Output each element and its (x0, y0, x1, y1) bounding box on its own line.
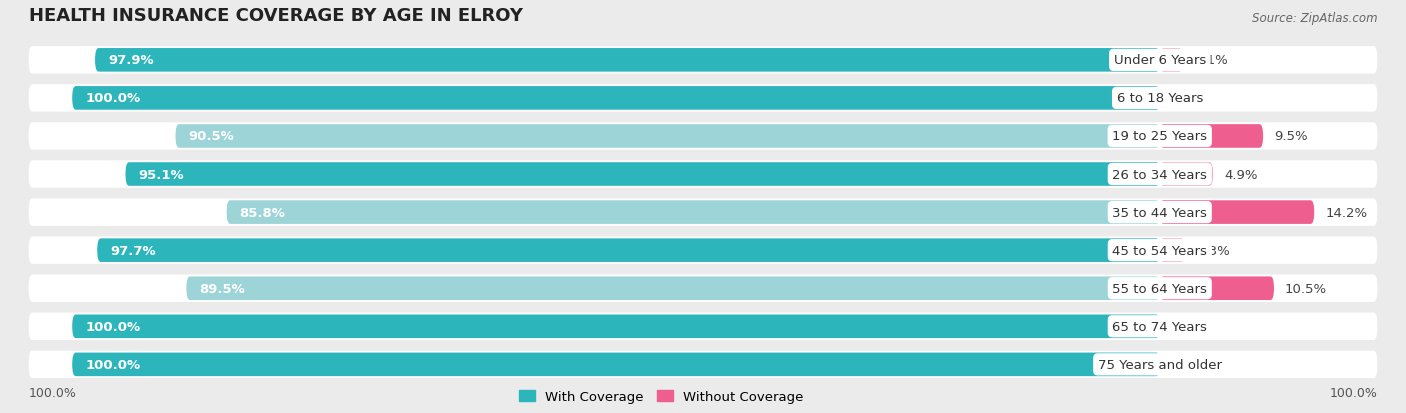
FancyBboxPatch shape (28, 47, 1378, 74)
FancyBboxPatch shape (72, 353, 1160, 376)
Text: Source: ZipAtlas.com: Source: ZipAtlas.com (1251, 12, 1378, 25)
FancyBboxPatch shape (28, 199, 1378, 226)
Text: Under 6 Years: Under 6 Years (1114, 54, 1206, 67)
Text: 45 to 54 Years: 45 to 54 Years (1112, 244, 1208, 257)
FancyBboxPatch shape (125, 163, 1160, 186)
FancyBboxPatch shape (28, 351, 1378, 378)
FancyBboxPatch shape (187, 277, 1160, 300)
Text: 97.7%: 97.7% (110, 244, 156, 257)
Text: 2.1%: 2.1% (1194, 54, 1227, 67)
Text: 26 to 34 Years: 26 to 34 Years (1112, 168, 1208, 181)
FancyBboxPatch shape (28, 123, 1378, 150)
FancyBboxPatch shape (176, 125, 1160, 148)
FancyBboxPatch shape (72, 87, 1160, 110)
Text: 19 to 25 Years: 19 to 25 Years (1112, 130, 1208, 143)
Text: 4.9%: 4.9% (1225, 168, 1257, 181)
FancyBboxPatch shape (72, 315, 1160, 338)
Text: 6 to 18 Years: 6 to 18 Years (1116, 92, 1204, 105)
Text: 55 to 64 Years: 55 to 64 Years (1112, 282, 1208, 295)
Text: 85.8%: 85.8% (239, 206, 285, 219)
Text: 10.5%: 10.5% (1285, 282, 1327, 295)
Text: 9.5%: 9.5% (1274, 130, 1308, 143)
Text: 100.0%: 100.0% (86, 358, 141, 371)
FancyBboxPatch shape (28, 85, 1378, 112)
Text: 65 to 74 Years: 65 to 74 Years (1112, 320, 1208, 333)
FancyBboxPatch shape (1160, 201, 1315, 224)
Legend: With Coverage, Without Coverage: With Coverage, Without Coverage (513, 385, 808, 409)
Text: 100.0%: 100.0% (86, 320, 141, 333)
FancyBboxPatch shape (226, 201, 1160, 224)
Text: 75 Years and older: 75 Years and older (1098, 358, 1222, 371)
Text: HEALTH INSURANCE COVERAGE BY AGE IN ELROY: HEALTH INSURANCE COVERAGE BY AGE IN ELRO… (28, 7, 523, 25)
Text: 90.5%: 90.5% (188, 130, 235, 143)
Text: 14.2%: 14.2% (1324, 206, 1367, 219)
Text: 97.9%: 97.9% (108, 54, 153, 67)
FancyBboxPatch shape (1160, 49, 1182, 72)
FancyBboxPatch shape (1160, 125, 1263, 148)
FancyBboxPatch shape (1160, 163, 1213, 186)
Text: 0.0%: 0.0% (1171, 320, 1204, 333)
Text: 35 to 44 Years: 35 to 44 Years (1112, 206, 1208, 219)
Text: 0.0%: 0.0% (1171, 92, 1204, 105)
FancyBboxPatch shape (1160, 277, 1274, 300)
Text: 100.0%: 100.0% (28, 387, 76, 399)
FancyBboxPatch shape (1160, 239, 1185, 262)
Text: 95.1%: 95.1% (139, 168, 184, 181)
FancyBboxPatch shape (28, 237, 1378, 264)
Text: 0.0%: 0.0% (1171, 358, 1204, 371)
Text: 100.0%: 100.0% (86, 92, 141, 105)
FancyBboxPatch shape (28, 161, 1378, 188)
Text: 2.3%: 2.3% (1195, 244, 1229, 257)
FancyBboxPatch shape (97, 239, 1160, 262)
Text: 89.5%: 89.5% (200, 282, 245, 295)
FancyBboxPatch shape (96, 49, 1160, 72)
FancyBboxPatch shape (28, 313, 1378, 340)
Text: 100.0%: 100.0% (1330, 387, 1378, 399)
FancyBboxPatch shape (28, 275, 1378, 302)
